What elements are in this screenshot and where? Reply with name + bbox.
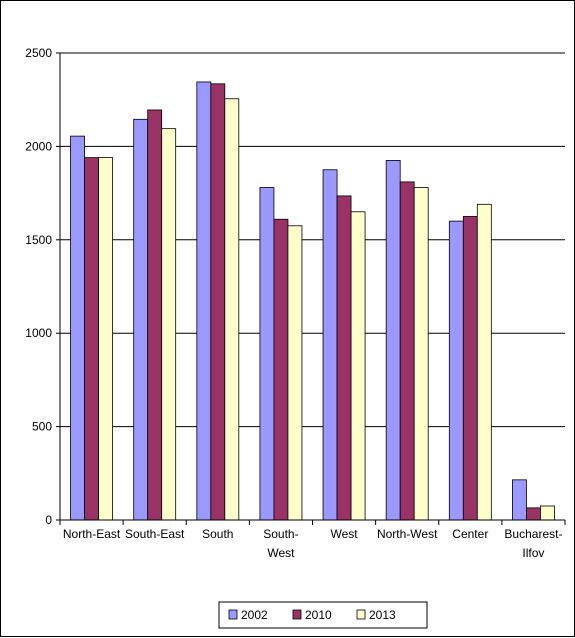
x-category-label: North-East — [63, 527, 121, 541]
bar-2010-2 — [210, 83, 226, 521]
bar-2002-2 — [196, 81, 212, 521]
x-category-label: Bucharest-Ilfov — [504, 527, 562, 560]
bar-2013-3 — [287, 225, 303, 521]
y-tick-label: 500 — [32, 420, 52, 434]
bar-2013-0 — [98, 157, 113, 521]
legend-label-2013: 2013 — [369, 608, 396, 622]
bar-2002-7 — [512, 479, 527, 521]
bar-2002-5 — [385, 160, 401, 521]
legend-swatch-2002 — [228, 609, 238, 620]
bar-2010-7 — [526, 507, 541, 521]
bar-2013-4 — [350, 211, 366, 521]
x-category-label: South — [202, 527, 233, 541]
bar-2013-6 — [476, 203, 492, 521]
x-category-label: Center — [452, 527, 488, 541]
legend-swatch-2013 — [356, 609, 366, 620]
y-axis: 0 500 1000 1500 2000 2500 — [25, 46, 61, 527]
x-axis: North-East South-East South South-West West N… — [59, 519, 566, 560]
legend-swatch-2010 — [292, 609, 302, 620]
bar-2010-3 — [273, 218, 289, 521]
y-tick-label: 2000 — [25, 139, 52, 153]
bar-2013-1 — [161, 128, 177, 521]
bar-2002-4 — [322, 169, 338, 521]
bar-2010-1 — [147, 109, 163, 521]
x-category-label: North-West — [377, 527, 438, 541]
x-category-label: South-West — [263, 527, 298, 560]
bar-2002-1 — [133, 118, 149, 521]
bar-2010-4 — [336, 195, 352, 521]
bars — [70, 81, 555, 521]
bar-2013-5 — [413, 187, 429, 521]
bar-2010-5 — [399, 181, 415, 521]
x-category-label: South-East — [125, 527, 185, 541]
legend: 2002 2010 2013 — [218, 601, 428, 629]
bar-2010-0 — [84, 157, 99, 521]
legend-box — [218, 601, 428, 629]
bar-2002-6 — [448, 220, 464, 521]
bar-2013-2 — [224, 98, 240, 521]
y-tick-label: 1500 — [25, 233, 52, 247]
x-category-label: West — [331, 527, 359, 541]
y-tick-label: 2500 — [25, 46, 52, 60]
bar-2010-6 — [462, 216, 478, 521]
y-tick-label: 0 — [45, 513, 52, 527]
legend-label-2002: 2002 — [241, 608, 268, 622]
bar-2013-7 — [540, 505, 555, 521]
legend-label-2010: 2010 — [305, 608, 332, 622]
y-tick-label: 1000 — [25, 326, 52, 340]
bar-2002-3 — [259, 187, 275, 521]
bar-2002-0 — [70, 135, 85, 521]
